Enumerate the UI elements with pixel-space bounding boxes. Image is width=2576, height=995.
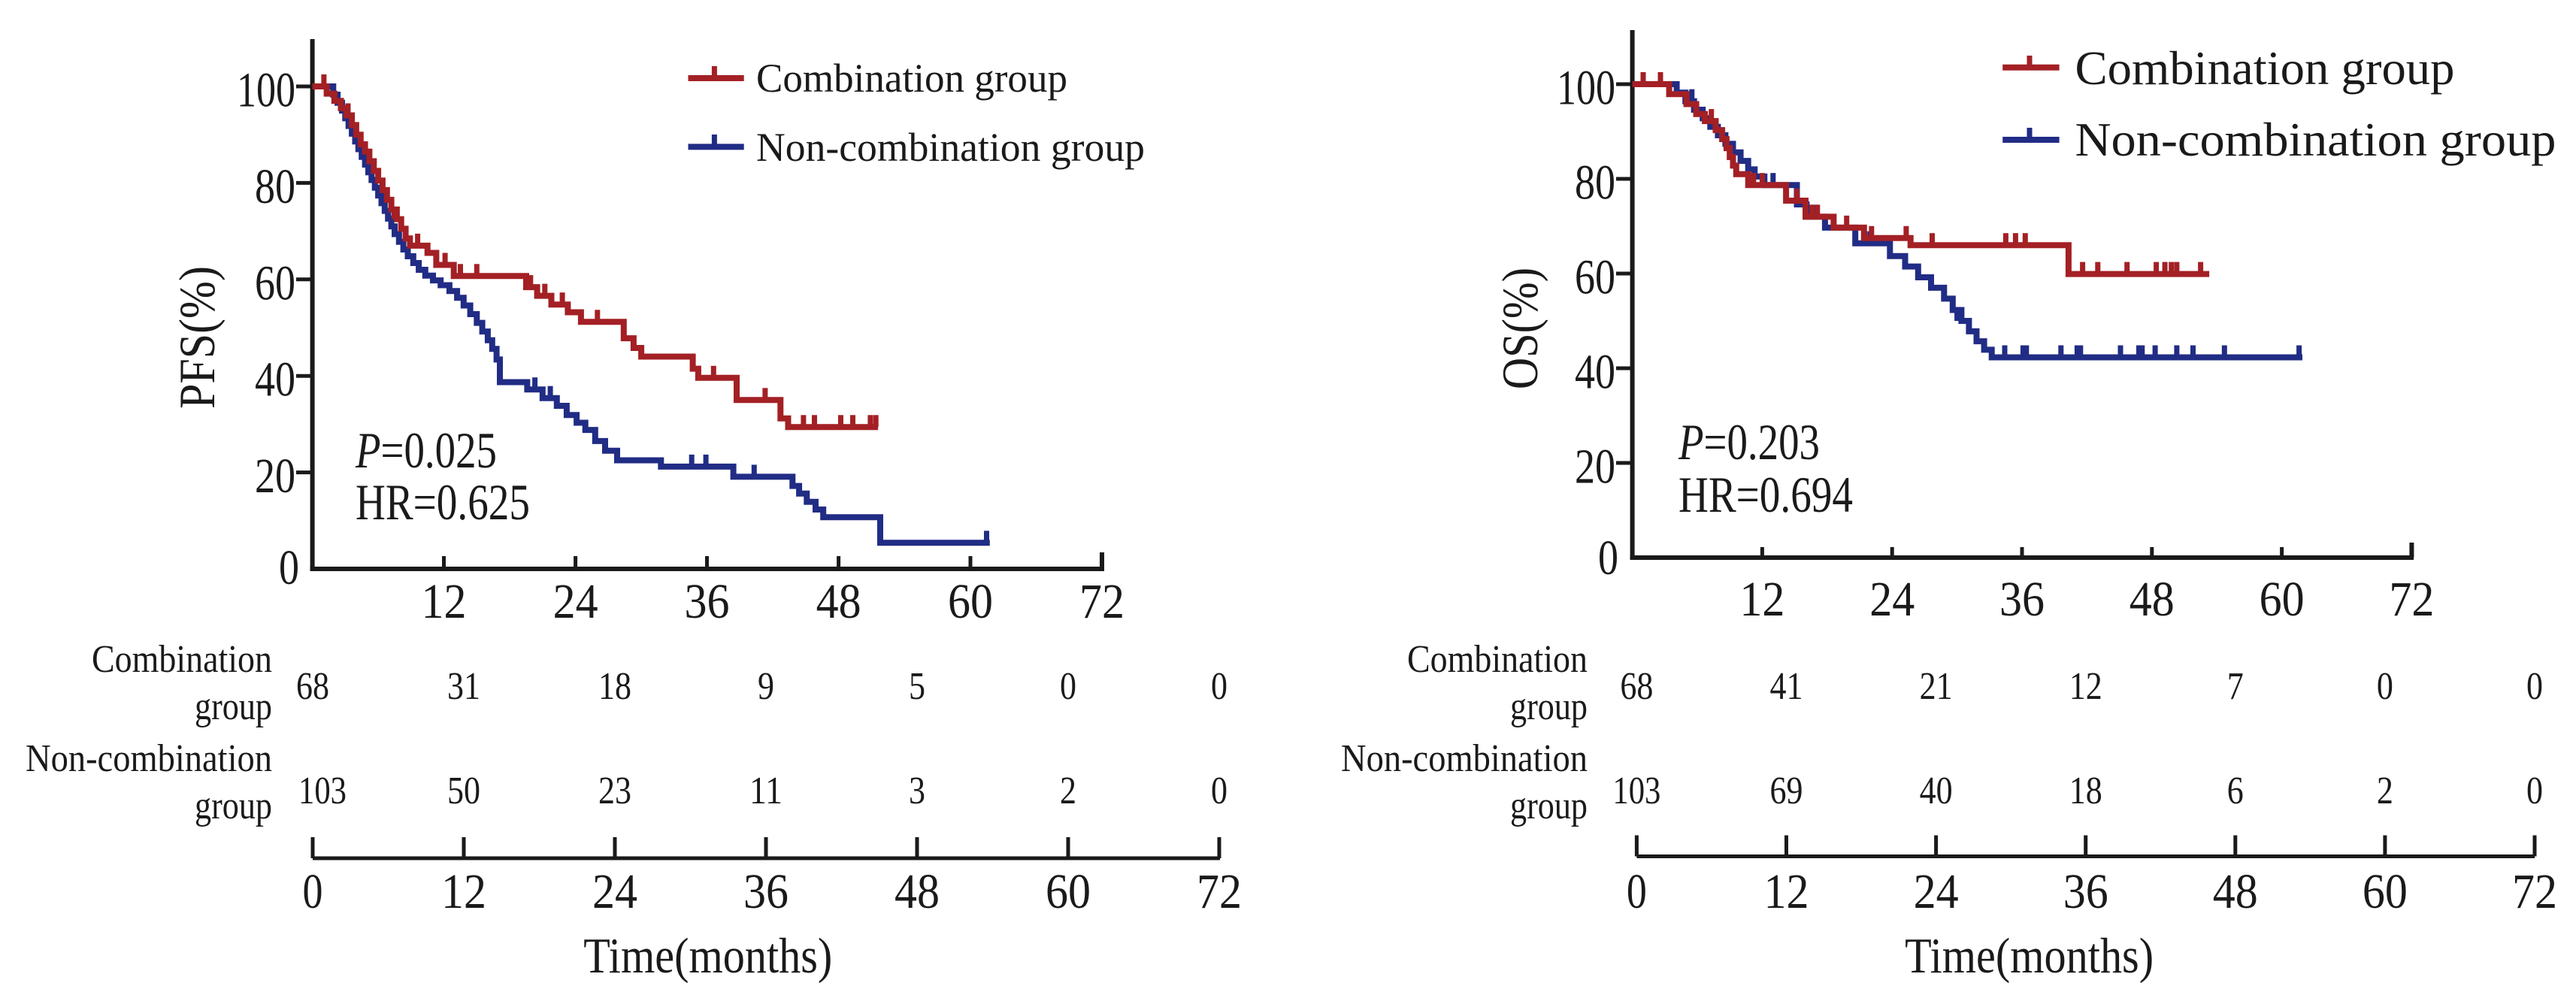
svg-text:40: 40 bbox=[1575, 345, 1615, 400]
svg-text:60: 60 bbox=[2363, 864, 2408, 919]
svg-text:60: 60 bbox=[1575, 250, 1615, 305]
svg-text:18: 18 bbox=[598, 665, 631, 708]
svg-text:48: 48 bbox=[894, 864, 940, 919]
svg-text:HR=0.625: HR=0.625 bbox=[356, 473, 530, 531]
svg-text:12: 12 bbox=[1739, 572, 1784, 627]
svg-text:20: 20 bbox=[255, 449, 295, 504]
svg-text:Non-combination: Non-combination bbox=[26, 737, 272, 780]
svg-text:24: 24 bbox=[1869, 572, 1915, 627]
svg-text:23: 23 bbox=[598, 770, 631, 812]
svg-text:40: 40 bbox=[1920, 770, 1953, 812]
svg-text:6: 6 bbox=[2227, 770, 2244, 812]
svg-text:69: 69 bbox=[1770, 770, 1803, 812]
svg-text:Time(months): Time(months) bbox=[1905, 928, 2154, 984]
svg-text:41: 41 bbox=[1770, 665, 1803, 708]
svg-text:100: 100 bbox=[237, 63, 295, 118]
svg-text:36: 36 bbox=[743, 864, 789, 919]
svg-text:group: group bbox=[1510, 785, 1588, 827]
svg-text:2: 2 bbox=[2377, 770, 2393, 812]
svg-text:Combination group: Combination group bbox=[2075, 42, 2455, 95]
svg-text:2: 2 bbox=[1060, 770, 1076, 812]
svg-text:P=0.203: P=0.203 bbox=[1678, 413, 1820, 470]
svg-text:9: 9 bbox=[758, 665, 774, 708]
svg-text:11: 11 bbox=[749, 770, 782, 812]
svg-text:21: 21 bbox=[1920, 665, 1953, 708]
svg-text:Non-combination: Non-combination bbox=[1341, 737, 1588, 780]
svg-text:0: 0 bbox=[1627, 864, 1647, 919]
svg-text:24: 24 bbox=[553, 574, 598, 629]
svg-text:P=0.025: P=0.025 bbox=[355, 422, 497, 479]
svg-text:Combination group: Combination group bbox=[756, 56, 1067, 101]
svg-text:68: 68 bbox=[296, 665, 329, 708]
svg-text:Time(months): Time(months) bbox=[583, 928, 832, 984]
svg-text:80: 80 bbox=[1575, 156, 1615, 210]
svg-text:7: 7 bbox=[2227, 665, 2244, 708]
svg-text:HR=0.694: HR=0.694 bbox=[1678, 466, 1853, 523]
svg-text:0: 0 bbox=[303, 864, 323, 919]
svg-text:60: 60 bbox=[255, 256, 295, 310]
svg-text:3: 3 bbox=[909, 770, 925, 812]
svg-text:24: 24 bbox=[592, 864, 637, 919]
svg-text:60: 60 bbox=[948, 574, 993, 629]
svg-text:0: 0 bbox=[1060, 665, 1076, 708]
svg-text:group: group bbox=[195, 685, 272, 728]
svg-text:72: 72 bbox=[1079, 574, 1125, 629]
svg-text:48: 48 bbox=[2213, 864, 2258, 919]
svg-text:60: 60 bbox=[1046, 864, 1091, 919]
svg-text:PFS(%): PFS(%) bbox=[168, 266, 226, 409]
svg-text:72: 72 bbox=[2389, 572, 2434, 627]
svg-text:72: 72 bbox=[1197, 864, 1242, 919]
svg-text:100: 100 bbox=[1557, 61, 1615, 116]
svg-text:12: 12 bbox=[441, 864, 486, 919]
svg-text:group: group bbox=[195, 785, 272, 827]
svg-text:36: 36 bbox=[2063, 864, 2108, 919]
svg-text:5: 5 bbox=[909, 665, 925, 708]
svg-text:0: 0 bbox=[1211, 770, 1227, 812]
svg-text:18: 18 bbox=[2069, 770, 2102, 812]
svg-text:50: 50 bbox=[447, 770, 480, 812]
svg-text:Non-combination group: Non-combination group bbox=[2075, 113, 2556, 166]
svg-text:36: 36 bbox=[1999, 572, 2045, 627]
svg-text:OS(%): OS(%) bbox=[1491, 268, 1548, 389]
svg-text:60: 60 bbox=[2260, 572, 2305, 627]
svg-text:Non-combination group: Non-combination group bbox=[756, 125, 1145, 170]
svg-text:103: 103 bbox=[1612, 770, 1660, 812]
svg-text:0: 0 bbox=[2377, 665, 2393, 708]
svg-text:31: 31 bbox=[447, 665, 480, 708]
svg-text:72: 72 bbox=[2512, 864, 2557, 919]
svg-text:40: 40 bbox=[255, 352, 295, 407]
svg-text:0: 0 bbox=[1598, 531, 1618, 585]
svg-text:0: 0 bbox=[279, 540, 299, 595]
svg-text:12: 12 bbox=[2069, 665, 2102, 708]
svg-text:103: 103 bbox=[298, 770, 347, 812]
svg-text:group: group bbox=[1510, 685, 1588, 728]
svg-text:12: 12 bbox=[1764, 864, 1809, 919]
svg-text:24: 24 bbox=[1914, 864, 1959, 919]
svg-text:0: 0 bbox=[2526, 665, 2543, 708]
svg-text:68: 68 bbox=[1620, 665, 1653, 708]
svg-text:Combination: Combination bbox=[92, 638, 272, 681]
svg-text:0: 0 bbox=[2526, 770, 2543, 812]
svg-text:12: 12 bbox=[422, 574, 467, 629]
svg-text:Combination: Combination bbox=[1407, 638, 1588, 681]
svg-text:20: 20 bbox=[1575, 440, 1615, 494]
svg-text:36: 36 bbox=[685, 574, 730, 629]
svg-text:48: 48 bbox=[2130, 572, 2175, 627]
svg-text:80: 80 bbox=[255, 159, 295, 214]
svg-text:0: 0 bbox=[1211, 665, 1227, 708]
svg-text:48: 48 bbox=[816, 574, 861, 629]
